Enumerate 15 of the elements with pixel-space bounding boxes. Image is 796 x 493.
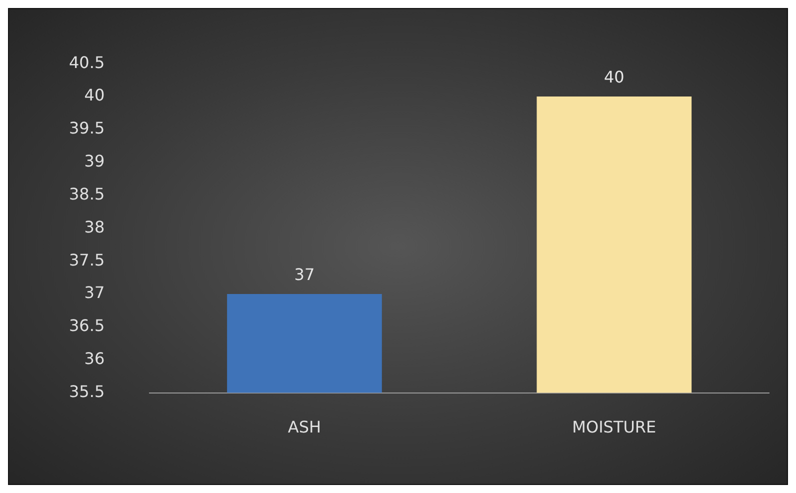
x-tick-label: MOISTURE bbox=[572, 418, 656, 437]
y-tick-label: 38 bbox=[84, 217, 105, 236]
x-tick-label: ASH bbox=[288, 418, 322, 437]
y-tick-label: 39 bbox=[84, 152, 105, 171]
y-tick-label: 37.5 bbox=[69, 250, 105, 270]
data-label: 40 bbox=[604, 68, 624, 87]
data-label: 37 bbox=[294, 265, 315, 284]
y-tick-label: 39.5 bbox=[69, 118, 105, 138]
y-tick-label: 35.5 bbox=[69, 382, 105, 401]
y-tick-label: 36.5 bbox=[69, 316, 105, 336]
y-tick-label: 38.5 bbox=[69, 184, 105, 204]
y-tick-label: 36 bbox=[84, 349, 105, 368]
y-tick-label: 37 bbox=[84, 283, 105, 302]
y-tick-label: 40 bbox=[84, 86, 105, 105]
y-tick-label: 40.5 bbox=[69, 52, 105, 72]
